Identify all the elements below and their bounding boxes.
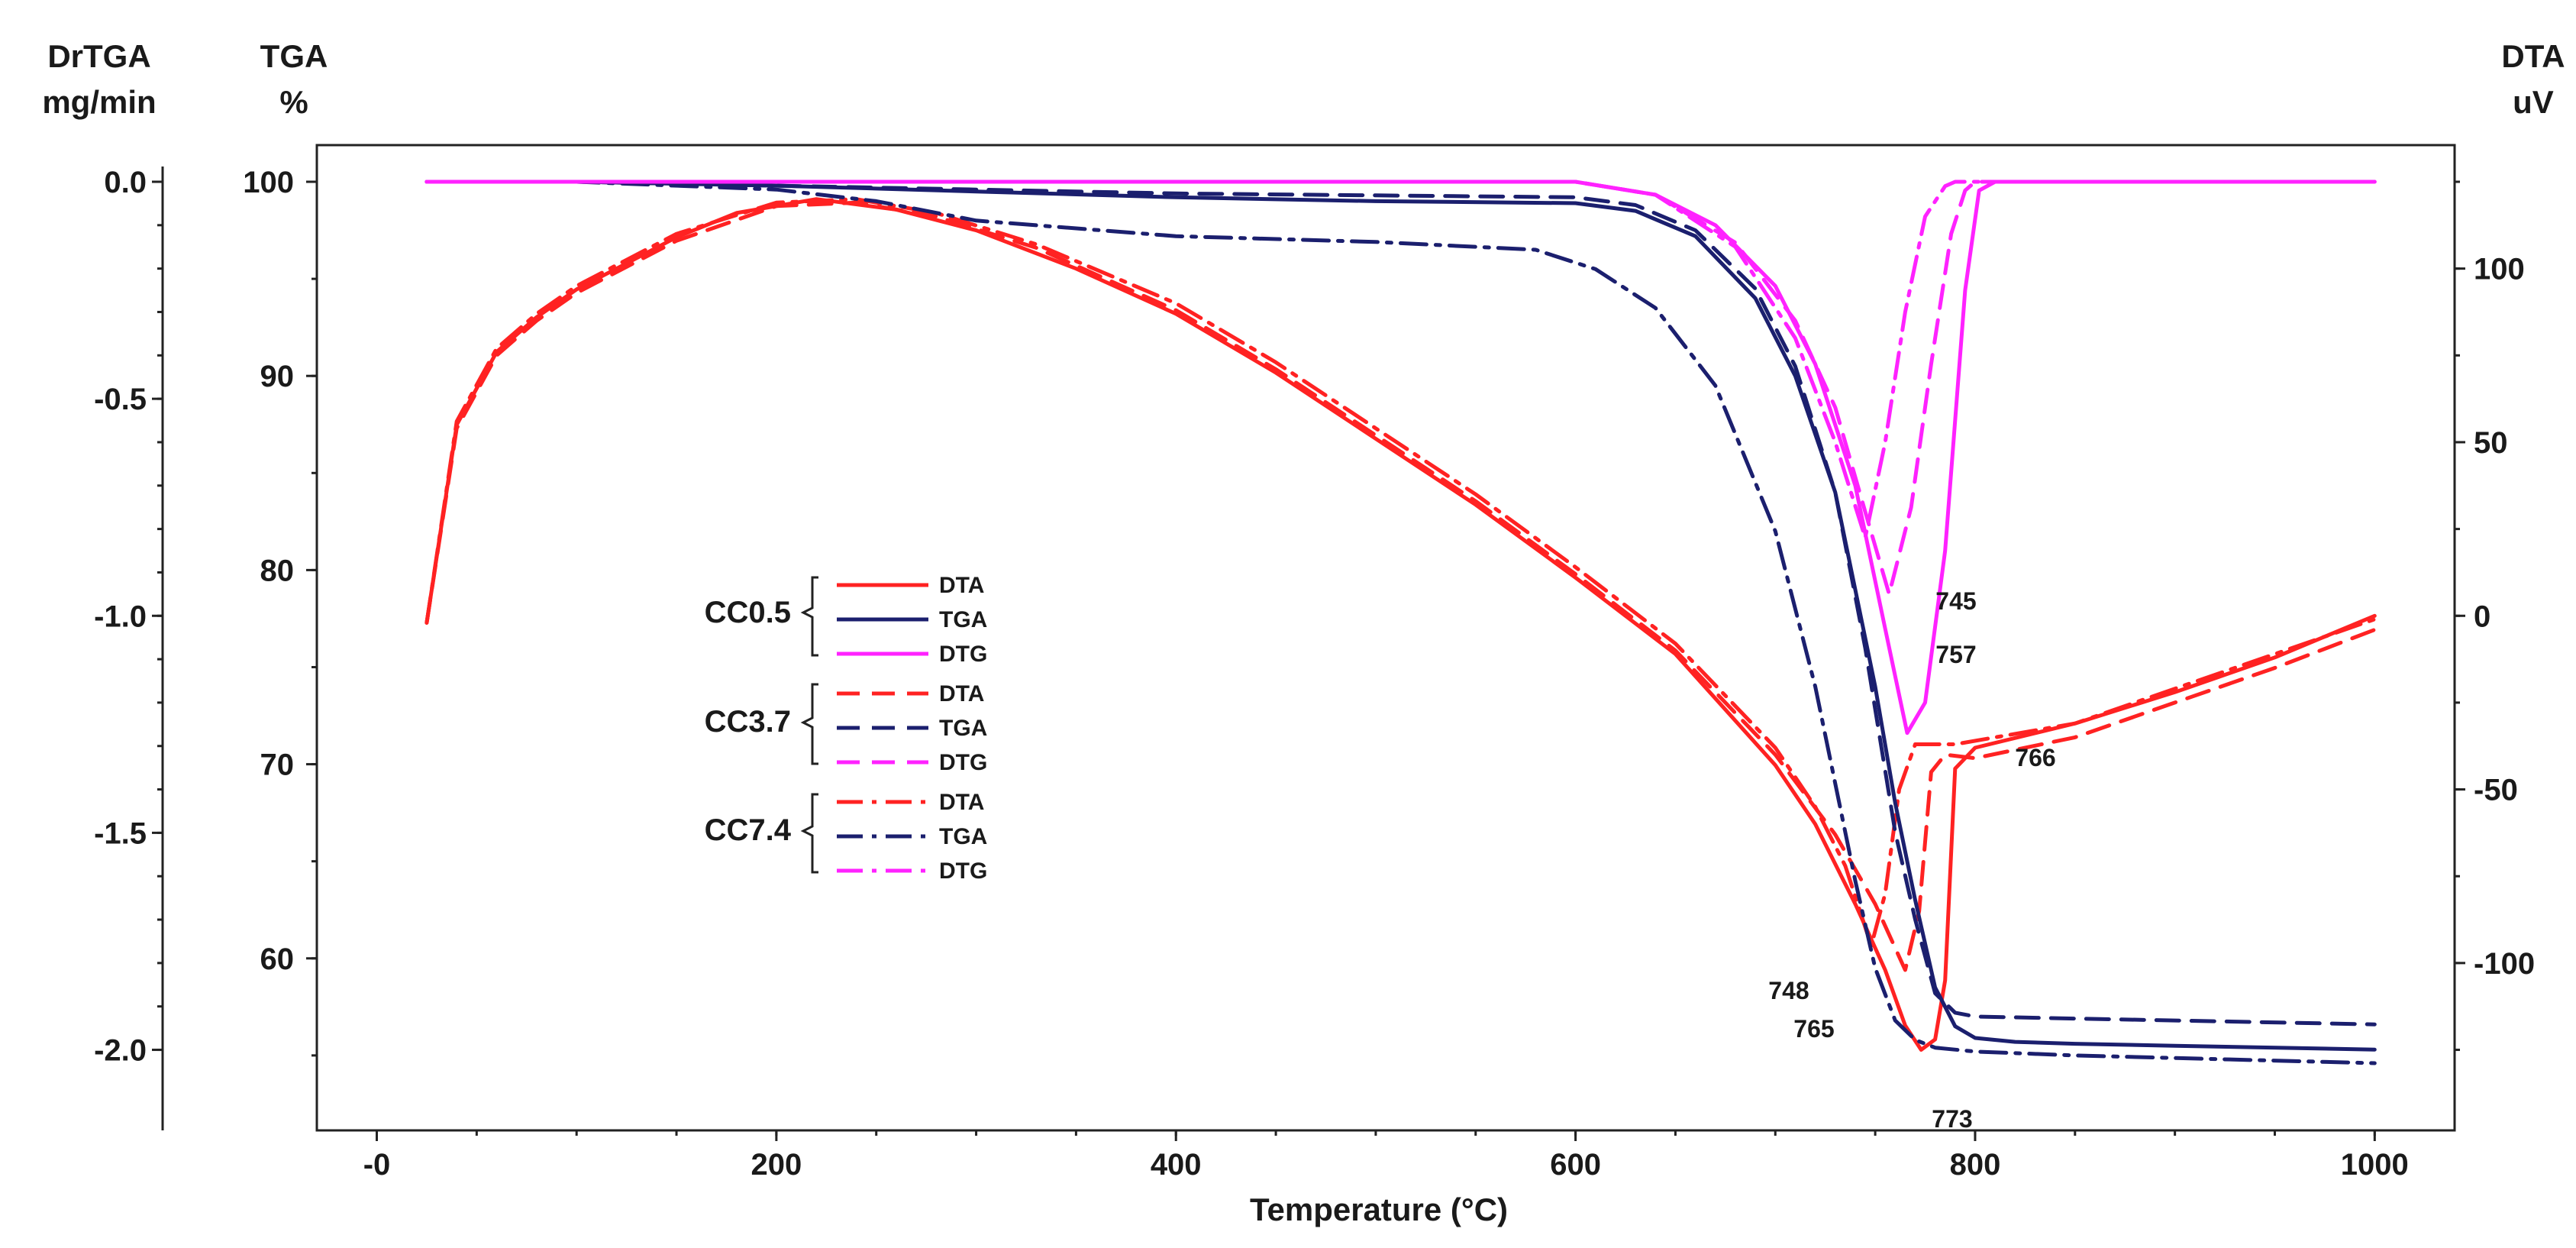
x-tick-labels: -0 200 400 600 800 1000 <box>363 1148 2409 1182</box>
legend-entry-label: DTA <box>939 573 984 598</box>
drtga-axis-label-line1: DrTGA <box>47 38 150 74</box>
plot-frame <box>315 144 2456 1132</box>
dta-tick-labels: 100 50 0 -50 -100 <box>2474 253 2535 981</box>
legend-entry-label: DTG <box>939 642 987 667</box>
dta-tick-label: 100 <box>2474 253 2525 286</box>
tga-tick-label: 60 <box>260 942 295 976</box>
drtga-axis-label-line2: mg/min <box>42 84 156 120</box>
x-tick-label: 800 <box>1950 1148 2001 1182</box>
x-tick-label: 400 <box>1151 1148 1202 1182</box>
dta-tick-label: 50 <box>2474 426 2508 460</box>
legend-entry-label: TGA <box>939 607 987 632</box>
series-cc74-dtg-line <box>424 179 2377 540</box>
drtga-tick-labels: 0.0 -0.5 -1.0 -1.5 -2.0 <box>94 166 147 1068</box>
legend-group-label: CC3.7 <box>705 705 791 739</box>
dta-tick-label: -100 <box>2474 947 2535 981</box>
legend-bracket <box>800 576 818 657</box>
drtga-tick-label: -0.5 <box>94 383 147 416</box>
dta-tick-label: -50 <box>2474 774 2518 807</box>
drtga-tick-label: 0.0 <box>104 166 147 199</box>
legend-entry-label: DTA <box>939 790 984 815</box>
x-tick-label: 1000 <box>2341 1148 2409 1182</box>
dta-axis-label-line1: DTA <box>2501 38 2565 74</box>
legend-entry-label: DTG <box>939 858 987 884</box>
tga-tick-label: 100 <box>243 166 294 199</box>
legend-entry-label: DTG <box>939 750 987 775</box>
tga-axis-label-line1: TGA <box>260 38 328 74</box>
series-cc37-tga-line <box>424 179 2377 1027</box>
drtga-tick-label: -1.0 <box>94 600 147 633</box>
annotations: 745 757 766 748 765 773 <box>1768 587 2055 1133</box>
tga-tick-label: 80 <box>260 554 295 587</box>
dta-axis-label-line2: uV <box>2513 84 2554 120</box>
legend-group-label: CC7.4 <box>705 813 792 847</box>
tga-axis-label-line2: % <box>279 84 308 120</box>
x-tick-label: 600 <box>1550 1148 1601 1182</box>
drtga-tick-label: -1.5 <box>94 816 147 850</box>
x-axis-label: Temperature (°C) <box>1250 1191 1508 1227</box>
series-layer <box>424 179 2377 1065</box>
peak-annotation: 757 <box>1935 641 1976 668</box>
peak-annotation: 766 <box>2015 744 2055 771</box>
dta-tick-label: 0 <box>2474 600 2490 633</box>
tga-tick-labels: 100 90 80 70 60 <box>243 166 294 976</box>
drtga-tick-label: -2.0 <box>94 1034 147 1068</box>
peak-annotation: 773 <box>1932 1105 1972 1133</box>
series-cc74-tga-line <box>424 179 2377 1065</box>
peak-annotation: 745 <box>1935 587 1976 615</box>
legend-bracket <box>800 793 818 874</box>
series-cc74-dta-line <box>424 197 2377 948</box>
legend-entry-label: TGA <box>939 824 987 849</box>
legend-entry-label: DTA <box>939 681 984 706</box>
legend-group-label: CC0.5 <box>705 596 791 629</box>
x-tick-label: -0 <box>363 1148 391 1182</box>
legend-entry-label: TGA <box>939 716 987 741</box>
peak-annotation: 765 <box>1793 1015 1834 1043</box>
series-cc05-dta-line <box>424 197 2377 1052</box>
peak-annotation: 748 <box>1768 977 1809 1004</box>
tga-tick-label: 90 <box>260 360 295 393</box>
legend: CC0.5 CC3.7 CC7.4 DTA TGA DTG DTA TGA DT… <box>705 573 988 884</box>
legend-bracket <box>800 683 818 765</box>
series-cc37-dta-line <box>424 200 2377 972</box>
tga-tick-label: 70 <box>260 748 295 782</box>
x-tick-label: 200 <box>751 1148 802 1182</box>
tick-marks <box>152 180 2465 1141</box>
